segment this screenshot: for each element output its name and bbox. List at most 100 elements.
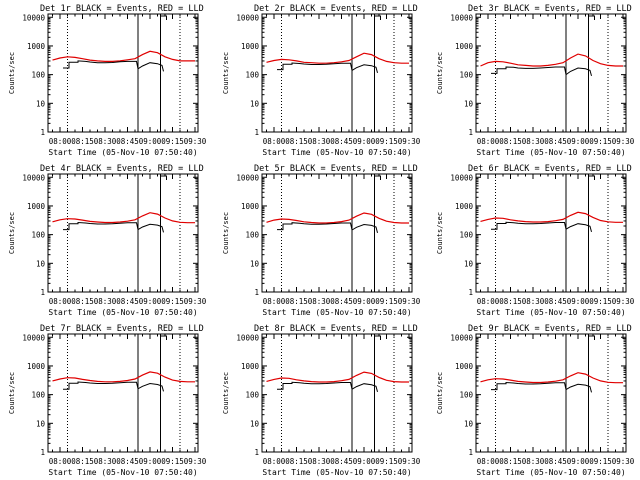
y-tick-label: 1 [254, 448, 259, 457]
x-tick-label: 08:15 [285, 457, 308, 466]
lld-series-line [52, 50, 195, 63]
x-tick-label: 09:00 [567, 137, 590, 146]
x-tick-label: 08:00 [49, 297, 72, 306]
y-tick-label: 1000 [241, 202, 260, 211]
events-series-line [491, 66, 592, 77]
x-axis-label: Start Time (05-Nov-10 07:50:40) [262, 148, 411, 157]
events-series-line [491, 221, 592, 233]
y-axis-label: Counts/sec [8, 52, 16, 94]
y-tick-label: 1 [468, 288, 473, 297]
plot-frame [47, 333, 199, 453]
x-tick-label: 09:30 [184, 457, 207, 466]
x-tick-label: 09:00 [139, 457, 162, 466]
x-tick-label: 09:15 [589, 457, 612, 466]
lld-series-line [480, 372, 623, 384]
x-tick-label: 08:30 [94, 137, 117, 146]
plot-frame [261, 173, 413, 293]
x-tick-label: 09:00 [353, 297, 376, 306]
events-series-line [277, 222, 378, 234]
x-tick-label: 09:00 [567, 457, 590, 466]
y-axis-label: Counts/sec [222, 52, 230, 94]
y-tick-label: 10000 [236, 333, 259, 342]
y-axis-label: Counts/sec [8, 212, 16, 254]
events-series-line [63, 381, 164, 392]
y-tick-label: 1000 [241, 362, 260, 371]
y-axis-label: Counts/sec [436, 212, 444, 254]
detector-panel: Det 5r BLACK = Events, RED = LLD 1 10 100 10… [222, 164, 421, 317]
y-tick-label: 10 [36, 259, 46, 268]
x-tick-label: 09:30 [612, 297, 635, 306]
y-tick-label: 10 [250, 99, 260, 108]
y-tick-label: 1000 [27, 202, 46, 211]
x-tick-label: 08:30 [94, 457, 117, 466]
x-tick-label: 08:15 [499, 137, 522, 146]
x-tick-label: 09:15 [375, 137, 398, 146]
x-axis-label: Start Time (05-Nov-10 07:50:40) [48, 308, 197, 317]
x-tick-label: 08:30 [522, 457, 545, 466]
y-tick-label: 1 [468, 128, 473, 137]
y-tick-label: 100 [459, 231, 473, 240]
y-tick-label: 10 [464, 419, 474, 428]
x-tick-label: 08:00 [477, 457, 500, 466]
x-axis-label: Start Time (05-Nov-10 07:50:40) [476, 468, 625, 477]
x-tick-label: 09:15 [161, 137, 184, 146]
y-tick-label: 1 [254, 288, 259, 297]
interval-bracket [588, 335, 595, 340]
x-tick-label: 09:00 [353, 137, 376, 146]
y-tick-label: 1 [40, 288, 45, 297]
x-tick-label: 09:30 [612, 137, 635, 146]
plot-frame [261, 13, 413, 133]
plot-frame [47, 173, 199, 293]
x-tick-label: 08:45 [116, 297, 139, 306]
y-tick-label: 100 [31, 71, 45, 80]
interval-bracket [160, 175, 167, 180]
panel-title: Det 6r BLACK = Events, RED = LLD [468, 164, 632, 174]
y-tick-label: 1 [40, 128, 45, 137]
x-tick-label: 08:15 [285, 137, 308, 146]
x-axis-label: Start Time (05-Nov-10 07:50:40) [48, 148, 197, 157]
interval-bracket [374, 335, 381, 340]
y-tick-label: 1000 [27, 362, 46, 371]
x-tick-label: 08:15 [499, 297, 522, 306]
detector-panel: Det 2r BLACK = Events, RED = LLD 1 10 100 10… [222, 4, 421, 157]
panel-title: Det 3r BLACK = Events, RED = LLD [468, 4, 632, 14]
x-tick-label: 08:30 [308, 137, 331, 146]
y-axis-label: Counts/sec [8, 372, 16, 414]
x-tick-label: 09:15 [375, 297, 398, 306]
x-tick-label: 08:00 [477, 297, 500, 306]
x-tick-label: 08:00 [263, 137, 286, 146]
y-axis-label: Counts/sec [222, 372, 230, 414]
panel-title: Det 1r BLACK = Events, RED = LLD [40, 4, 204, 14]
x-tick-label: 08:45 [116, 457, 139, 466]
lld-series-line [266, 212, 409, 224]
x-tick-label: 09:30 [398, 297, 421, 306]
interval-bracket [588, 15, 595, 20]
y-tick-label: 1000 [455, 202, 474, 211]
plot-frame [475, 333, 627, 453]
x-tick-label: 09:15 [375, 457, 398, 466]
y-tick-label: 10 [36, 419, 46, 428]
y-axis-label: Counts/sec [436, 372, 444, 414]
x-tick-label: 08:30 [94, 297, 117, 306]
x-tick-label: 09:30 [184, 297, 207, 306]
x-tick-label: 08:30 [522, 297, 545, 306]
y-tick-label: 10000 [450, 333, 473, 342]
x-tick-label: 09:30 [398, 457, 421, 466]
y-tick-label: 1 [468, 448, 473, 457]
x-axis-label: Start Time (05-Nov-10 07:50:40) [476, 308, 625, 317]
lld-series-line [52, 212, 195, 224]
x-axis-label: Start Time (05-Nov-10 07:50:40) [48, 468, 197, 477]
y-tick-label: 100 [245, 231, 259, 240]
events-series-line [491, 381, 592, 393]
panel-title: Det 2r BLACK = Events, RED = LLD [254, 4, 418, 14]
x-tick-label: 08:15 [499, 457, 522, 466]
interval-bracket [588, 175, 595, 180]
panel-title: Det 8r BLACK = Events, RED = LLD [254, 324, 418, 334]
x-tick-label: 09:00 [353, 457, 376, 466]
x-tick-label: 08:00 [49, 457, 72, 466]
detector-panel: Det 3r BLACK = Events, RED = LLD 1 10 100 10… [436, 4, 635, 157]
plot-frame [261, 333, 413, 453]
y-tick-label: 1 [254, 128, 259, 137]
y-tick-label: 10000 [450, 13, 473, 22]
